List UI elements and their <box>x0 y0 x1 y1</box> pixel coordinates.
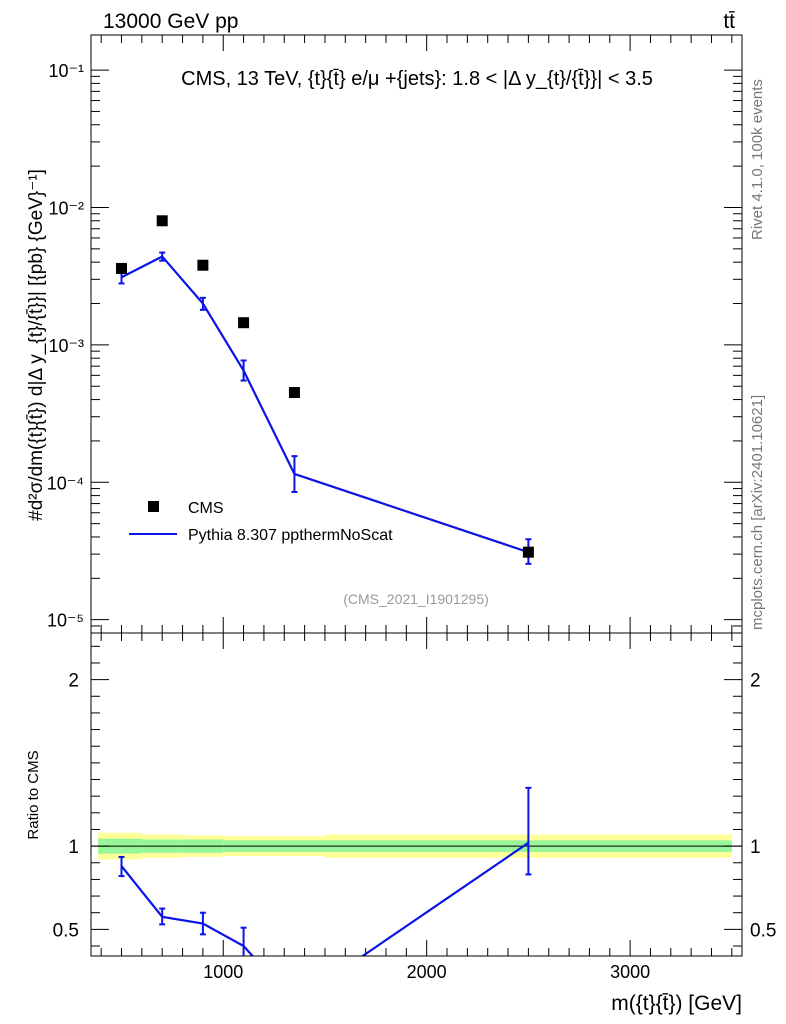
energy-label: 13000 GeV pp <box>103 10 238 33</box>
rivet-label: Rivet 4.1.0, 100k events <box>749 79 766 240</box>
ratio-y-tick-label-left: 0.5 <box>53 920 79 941</box>
pythia-line <box>121 255 529 554</box>
x-axis-label: m({t}{t̄}) [GeV] <box>611 992 742 1015</box>
main-axis-ticks <box>91 35 742 634</box>
main-y-axis-label: #d²σ/dm({t}{t̄}) d|Δ y_{t}/{t̄}}| [{pb} … <box>26 169 47 521</box>
cms-data-point <box>116 262 128 274</box>
x-tick-label: 2000 <box>407 962 447 982</box>
y-tick-label: 10⁻⁴ <box>47 473 84 493</box>
ratio-panel: 0.5 0.5 1 1 2 2 1000 2000 3000 Ratio to CMS m({… <box>25 632 777 1015</box>
ratio-y-tick-label-left: 2 <box>68 671 79 692</box>
cms-series <box>116 215 534 558</box>
main-y-tick-labels: 10⁻⁵ 10⁻⁴ 10⁻³ 10⁻² 10⁻¹ <box>47 61 84 631</box>
ratio-y-axis-label: Ratio to CMS <box>25 750 42 839</box>
y-tick-label: 10⁻⁵ <box>47 611 84 631</box>
legend-label-cms: CMS <box>188 500 224 517</box>
cms-data-point <box>197 259 209 271</box>
ratio-pythia-series <box>118 786 532 956</box>
legend: CMS Pythia 8.307 ppthermNoScat <box>129 500 393 544</box>
y-tick-label: 10⁻² <box>48 198 84 218</box>
cms-data-point <box>288 387 300 399</box>
ratio-y-tick-label-right: 1 <box>750 837 761 858</box>
y-tick-label: 10⁻³ <box>48 336 84 356</box>
process-label: tt̄ <box>723 10 735 33</box>
ratio-frame <box>90 632 743 957</box>
main-plot-title: CMS, 13 TeV, {t}{t̄} e/μ +{jets}: 1.8 < … <box>181 68 653 90</box>
cms-data-point <box>522 546 534 558</box>
legend-marker-cms <box>148 501 159 512</box>
ratio-axis-ticks <box>91 633 742 956</box>
x-tick-label: 3000 <box>610 962 650 982</box>
y-tick-label: 10⁻¹ <box>48 61 84 81</box>
watermark: (CMS_2021_I1901295) <box>343 591 489 607</box>
legend-label-pythia: Pythia 8.307 ppthermNoScat <box>188 527 393 544</box>
x-tick-label: 1000 <box>203 962 243 982</box>
cms-data-point <box>156 215 168 227</box>
pythia-series <box>118 251 532 565</box>
x-tick-labels: 1000 2000 3000 <box>203 962 650 982</box>
mcplots-label: mcplots.cern.ch [arXiv:2401.10621] <box>749 395 766 630</box>
ratio-y-tick-label-right: 2 <box>750 671 761 692</box>
ratio-y-tick-label-right: 0.5 <box>750 920 776 941</box>
cms-data-point <box>238 317 250 329</box>
ratio-line <box>120 841 530 956</box>
ratio-y-tick-label-left: 1 <box>68 837 79 858</box>
ratio-y-tick-labels: 0.5 0.5 1 1 2 2 <box>53 671 777 942</box>
